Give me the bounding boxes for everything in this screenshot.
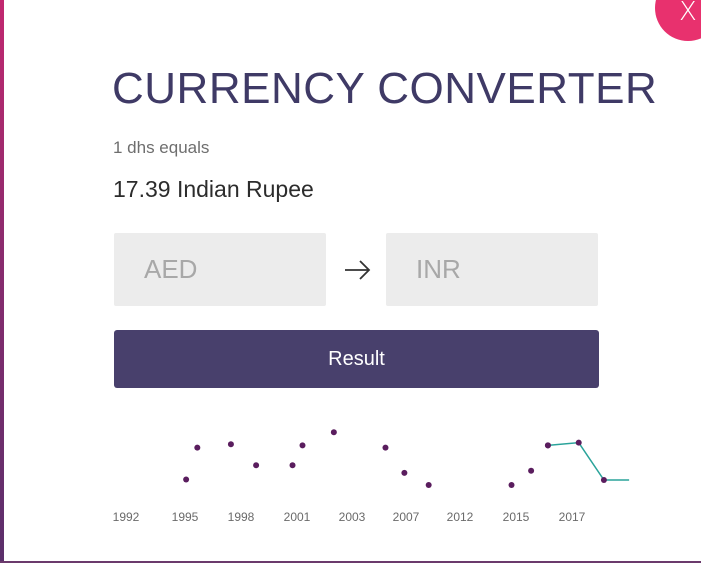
close-button[interactable]: X bbox=[655, 0, 701, 41]
from-currency-input[interactable] bbox=[114, 233, 326, 306]
page-title: CURRENCY CONVERTER bbox=[112, 64, 658, 113]
x-tick-label: 2017 bbox=[559, 510, 586, 524]
rate-label: 1 dhs equals bbox=[113, 138, 210, 157]
data-point bbox=[382, 444, 389, 451]
close-icon[interactable]: X bbox=[679, 0, 697, 27]
arrow-right-icon bbox=[345, 260, 371, 280]
data-point bbox=[401, 469, 408, 476]
data-point bbox=[544, 442, 551, 449]
result-button[interactable]: Result bbox=[114, 330, 599, 388]
x-tick-label: 2001 bbox=[284, 510, 311, 524]
x-tick-label: 2003 bbox=[339, 510, 366, 524]
series-line-1 bbox=[547, 441, 630, 481]
data-point bbox=[508, 482, 515, 488]
x-tick-label: 1995 bbox=[172, 510, 199, 524]
data-point bbox=[330, 429, 337, 436]
x-tick-label: 1998 bbox=[228, 510, 255, 524]
data-point bbox=[299, 442, 306, 449]
rate-value: 17.39 Indian Rupee bbox=[113, 176, 314, 202]
x-tick-label: 2012 bbox=[447, 510, 474, 524]
data-point bbox=[575, 439, 582, 446]
x-tick-label: 2015 bbox=[503, 510, 530, 524]
data-point bbox=[528, 467, 535, 474]
data-point bbox=[289, 462, 296, 469]
data-point bbox=[183, 476, 190, 483]
x-tick-label: 2007 bbox=[393, 510, 420, 524]
data-point bbox=[253, 462, 260, 469]
data-point bbox=[600, 477, 607, 484]
background-edge-bottom bbox=[0, 561, 701, 563]
to-currency-input[interactable] bbox=[386, 233, 598, 306]
background-edge-left bbox=[0, 0, 4, 563]
data-point bbox=[425, 482, 432, 488]
x-tick-label: 1992 bbox=[113, 510, 140, 524]
data-point bbox=[194, 444, 201, 451]
data-point bbox=[227, 441, 234, 448]
